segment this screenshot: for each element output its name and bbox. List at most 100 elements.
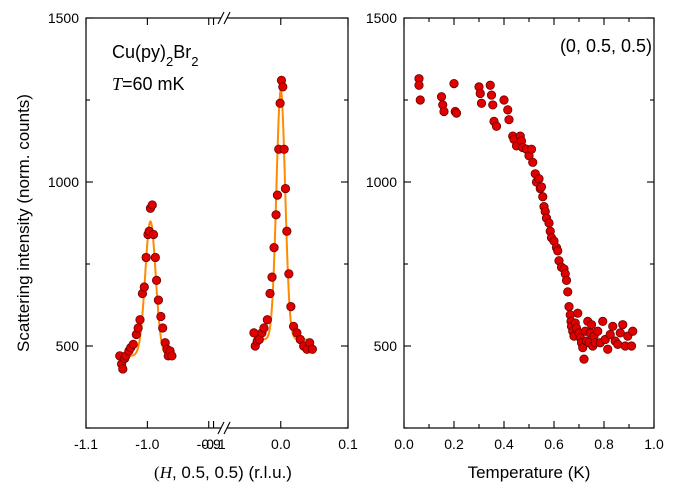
- left-axis-break: [217, 11, 231, 435]
- data-point: [564, 302, 574, 312]
- data-point: [613, 339, 623, 349]
- left-plot-frame: [85, 17, 349, 429]
- data-point: [603, 344, 613, 354]
- data-point: [133, 323, 143, 333]
- right-x-axis-label: Temperature (K): [468, 463, 591, 482]
- data-point: [536, 182, 547, 192]
- data-point: [271, 210, 281, 220]
- right-points-layer: [414, 74, 638, 364]
- data-point: [118, 364, 128, 374]
- data-point: [158, 323, 168, 333]
- axis-break-gap: [221, 15, 227, 21]
- data-point: [491, 121, 502, 131]
- data-point: [156, 311, 166, 322]
- data-point: [139, 282, 149, 292]
- right-panel: 1500 1000 500 0.0 0.2 0.4 0.6 0.8 1.0 (0, 0.5, 0…: [366, 10, 664, 482]
- data-point: [608, 321, 618, 331]
- data-point: [476, 98, 487, 108]
- left-x-tick-label: 0.1: [338, 436, 358, 452]
- data-point: [148, 229, 159, 240]
- temperature-label: T=60 mK: [112, 74, 185, 94]
- data-point: [150, 252, 160, 263]
- data-point: [561, 275, 572, 285]
- data-point: [284, 269, 294, 279]
- data-point: [279, 144, 289, 154]
- data-point: [307, 344, 317, 354]
- data-point: [503, 105, 513, 115]
- data-point: [153, 295, 164, 305]
- data-point: [439, 106, 449, 117]
- data-point: [528, 157, 538, 167]
- data-point: [414, 80, 424, 90]
- left-x-tick-label: -0.9: [197, 436, 221, 452]
- right-x-tick-label: 1.0: [644, 436, 664, 452]
- data-point: [141, 252, 151, 263]
- data-point: [563, 287, 573, 297]
- data-point: [151, 275, 162, 285]
- data-point: [486, 90, 497, 100]
- data-point: [265, 288, 275, 299]
- axis-break-slash: [217, 11, 225, 25]
- data-point: [449, 79, 459, 89]
- data-point: [436, 92, 447, 102]
- data-point: [269, 243, 279, 253]
- data-point: [553, 246, 563, 256]
- data-point: [278, 82, 288, 92]
- right-x-tick-label: 0.0: [394, 436, 414, 452]
- left-x-tick-label: -0.1: [201, 436, 225, 452]
- data-point: [286, 302, 296, 312]
- right-y-tick-label: 1000: [366, 174, 397, 190]
- data-point: [272, 190, 283, 200]
- data-point: [167, 351, 177, 361]
- left-x-tick-label: -1.0: [135, 436, 159, 452]
- data-point: [259, 323, 269, 333]
- data-point: [475, 88, 485, 99]
- data-point: [415, 95, 425, 105]
- left-x-tick-label: -1.1: [74, 436, 98, 452]
- right-x-tick-label: 0.8: [594, 436, 614, 452]
- axis-break-slash: [217, 421, 225, 435]
- data-point: [451, 108, 462, 118]
- data-point: [147, 200, 157, 210]
- y-axis-label: Scattering intensity (norm. counts): [14, 94, 33, 352]
- fit-curve: [253, 89, 312, 341]
- right-y-tick-label: 500: [374, 338, 398, 354]
- right-x-tick-label: 0.6: [544, 436, 564, 452]
- left-y-tick-label: 1000: [48, 174, 79, 190]
- data-point: [579, 354, 589, 364]
- data-point: [282, 226, 292, 236]
- right-plot-frame: [403, 17, 655, 429]
- axis-break-gap: [221, 425, 227, 431]
- left-points-layer: [115, 75, 317, 374]
- right-x-tick-label: 0.2: [444, 436, 464, 452]
- data-point: [598, 316, 608, 326]
- data-point: [544, 218, 554, 228]
- left-fit-layer: [119, 89, 312, 357]
- data-point: [499, 95, 509, 105]
- wavevector-label: (0, 0.5, 0.5): [560, 36, 652, 56]
- data-point: [267, 272, 277, 282]
- data-point: [488, 100, 498, 110]
- data-point: [275, 98, 285, 108]
- data-point: [135, 315, 145, 325]
- data-point: [262, 315, 272, 325]
- left-y-tick-label: 500: [56, 338, 80, 354]
- left-ticks: 500 1000 1500 -1.1 -1.0 -0.9-0.1 0.0 0.1: [48, 10, 358, 452]
- data-point: [615, 328, 625, 338]
- left-panel: 500 1000 1500 -1.1 -1.0 -0.9-0.1 0.0 0.1 Cu(py)…: [14, 10, 358, 482]
- data-point: [628, 326, 638, 336]
- data-point: [534, 174, 544, 184]
- data-point: [586, 320, 597, 330]
- left-x-tick-label: 0.0: [271, 436, 291, 452]
- data-point: [573, 308, 583, 318]
- left-y-tick-label: 1500: [48, 10, 79, 26]
- data-point: [593, 326, 603, 336]
- data-point: [526, 144, 537, 154]
- data-point: [618, 320, 628, 330]
- compound-label: Cu(py)2Br2: [112, 42, 198, 69]
- data-point: [485, 80, 495, 90]
- data-point: [280, 183, 291, 194]
- right-ticks: 1500 1000 500 0.0 0.2 0.4 0.6 0.8 1.0: [366, 10, 664, 452]
- axis-break-slash: [223, 421, 231, 435]
